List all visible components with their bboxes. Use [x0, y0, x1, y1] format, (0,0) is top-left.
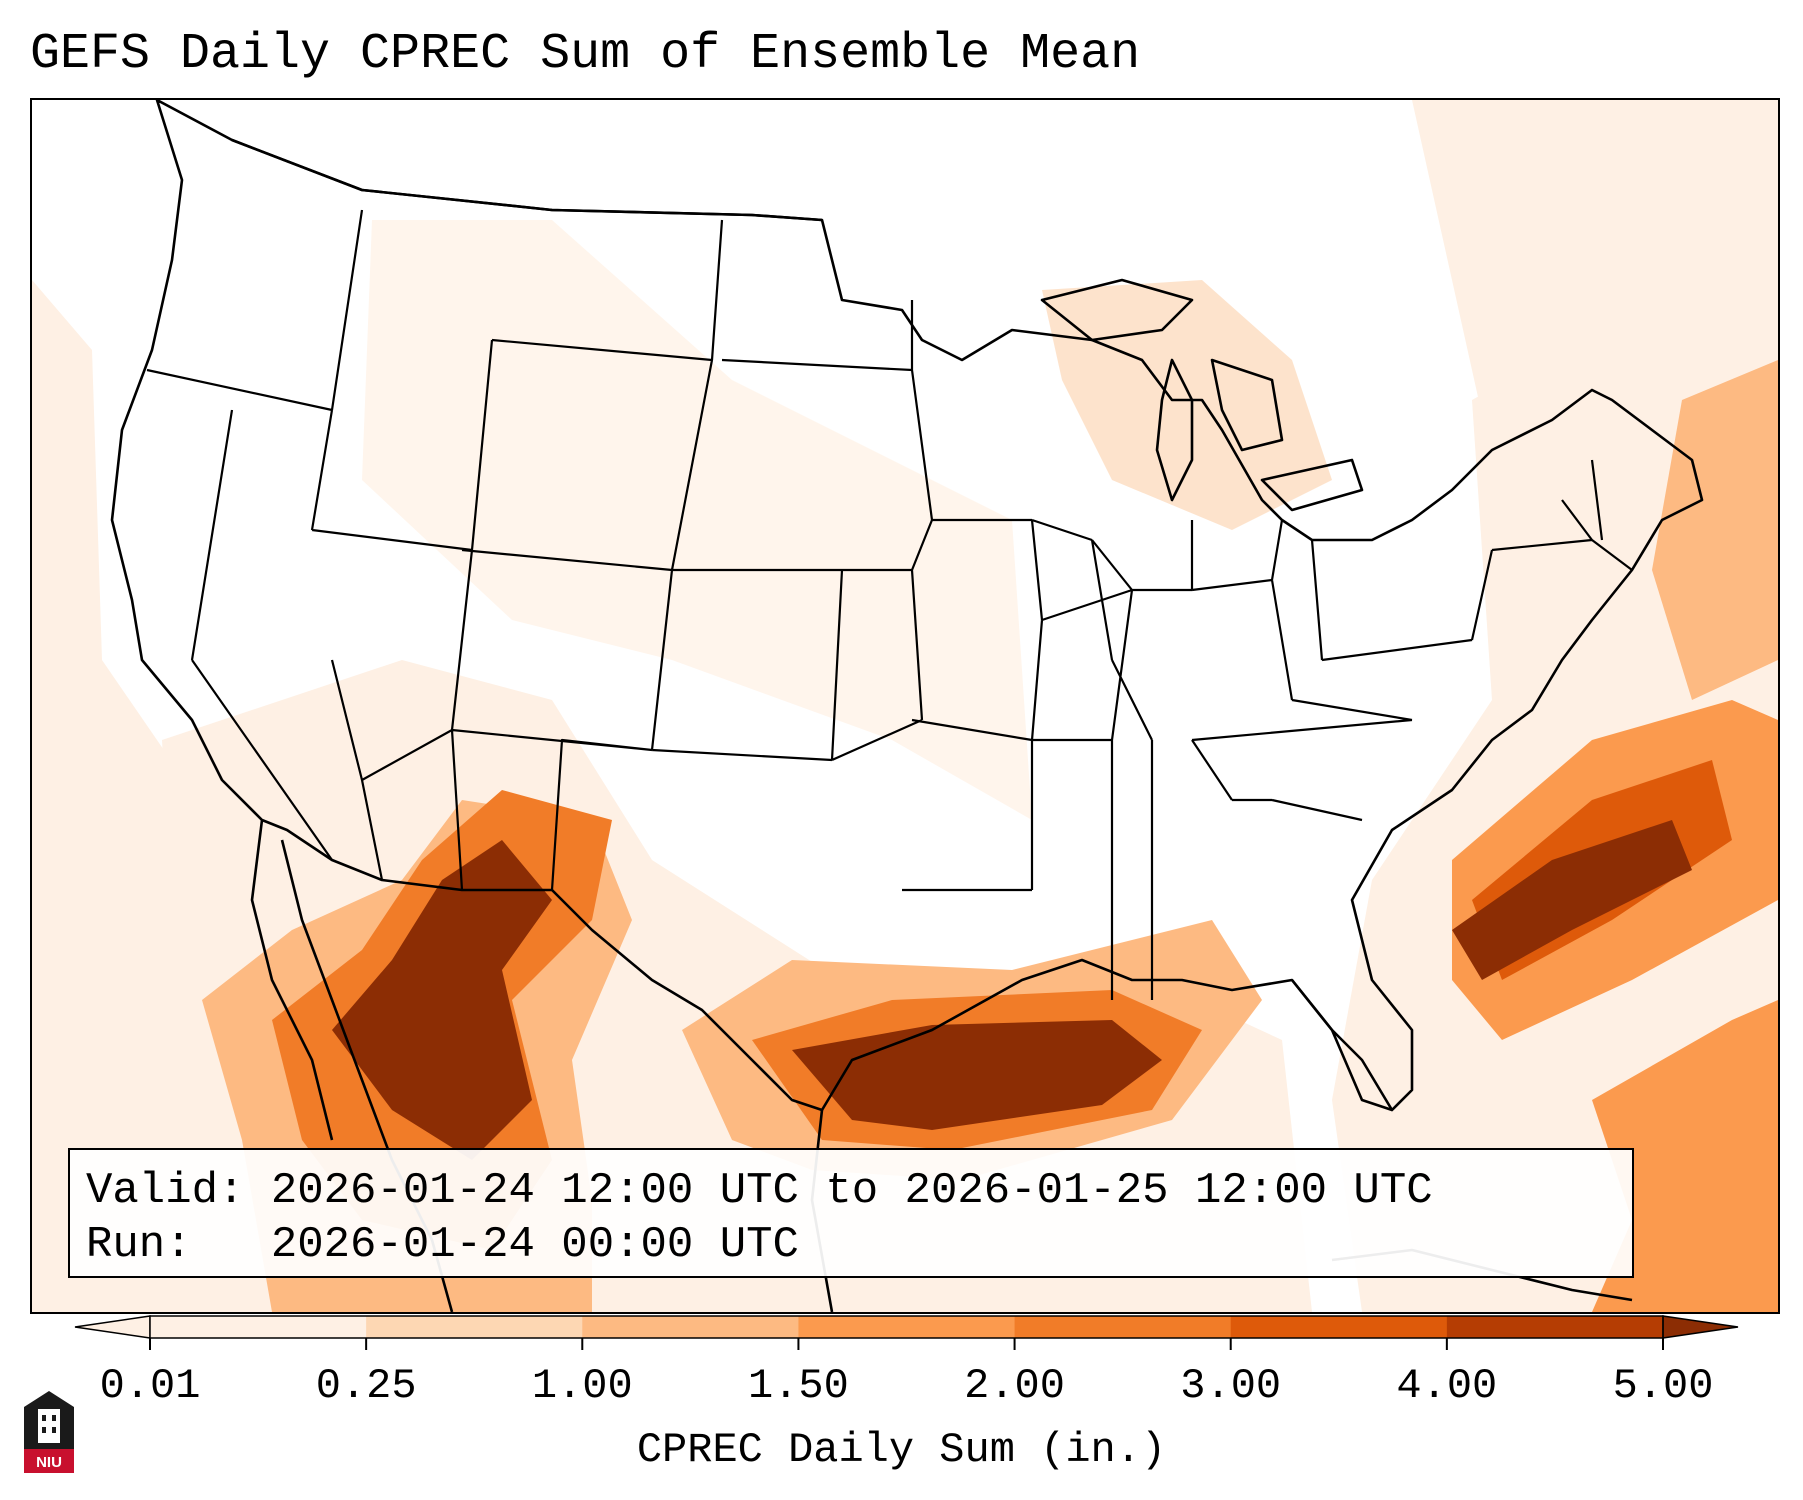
colorbar-segment: [582, 1316, 799, 1338]
map-panel: Valid: 2026-01-24 12:00 UTC to 2026-01-2…: [30, 98, 1780, 1314]
colorbar-segment: [150, 1316, 367, 1338]
colorbar-tick-label: 1.50: [748, 1362, 849, 1410]
colorbar-segment: [366, 1316, 583, 1338]
colorbar-tick-label: 5.00: [1612, 1362, 1714, 1410]
precip-dark-sw: [332, 840, 552, 1160]
colorbar-tick-label: 0.25: [315, 1362, 417, 1410]
valid-row: Valid: 2026-01-24 12:00 UTC to 2026-01-2…: [86, 1164, 1616, 1218]
precip-light-northeast: [1412, 100, 1778, 460]
run-value: 2026-01-24 00:00 UTC: [270, 1220, 799, 1270]
colorbar-tick-label: 4.00: [1396, 1362, 1498, 1410]
colorbar-outline: [149, 1315, 1664, 1339]
canada-border: [231, 138, 823, 222]
precip-light-plains: [362, 220, 1032, 820]
state-lines: [146, 209, 1633, 1000]
logo-tower: [38, 1409, 60, 1443]
precip-map: [32, 100, 1778, 1312]
run-row: Run: 2026-01-24 00:00 UTC: [86, 1218, 1616, 1272]
boundaries: [110, 100, 1704, 1312]
valid-value: 2026-01-24 12:00 UTC to 2026-01-25 12:00…: [270, 1166, 1433, 1216]
colorbar-tick-label: 0.01: [99, 1362, 201, 1410]
colorbar: [74, 1315, 1739, 1350]
lake-huron: [1210, 358, 1284, 452]
colorbar-tick-label: 1.00: [531, 1362, 633, 1410]
lake-erie: [1260, 458, 1364, 512]
run-label: Run:: [86, 1220, 192, 1270]
precip-field: [32, 100, 1778, 1312]
colorbar-extend-high: [1662, 1315, 1739, 1339]
lake-michigan: [1155, 358, 1194, 502]
logo-text: NIU: [36, 1454, 62, 1471]
colorbar-extend-low: [74, 1315, 151, 1339]
colorbar-tick-label: 3.00: [1180, 1362, 1282, 1410]
precip-med-ne-atlantic: [1652, 360, 1778, 700]
colorbar-segment: [1014, 1316, 1232, 1338]
lake-superior: [1040, 278, 1194, 342]
florida: [1290, 979, 1393, 1112]
us-outline: [110, 100, 1704, 1112]
page-title: GEFS Daily CPREC Sum of Ensemble Mean: [30, 26, 1141, 83]
colorbar-segment: [1230, 1316, 1448, 1338]
colorbar-segment: [798, 1316, 1016, 1338]
baja-coast: [250, 819, 334, 1141]
niu-logo: NIU: [24, 1391, 74, 1473]
logo-band: [24, 1449, 74, 1473]
info-box: Valid: 2026-01-24 12:00 UTC to 2026-01-2…: [68, 1148, 1634, 1278]
colorbar-segment: [1446, 1316, 1664, 1338]
precip-light-lakes: [1042, 280, 1332, 530]
colorbar-label: CPREC Daily Sum (in.): [636, 1426, 1167, 1474]
colorbar-tick-label: 2.00: [964, 1362, 1065, 1410]
precip-med-far-atlantic: [1592, 1000, 1778, 1312]
precip-dark-atlantic: [1452, 820, 1692, 980]
valid-label: Valid:: [86, 1166, 245, 1216]
